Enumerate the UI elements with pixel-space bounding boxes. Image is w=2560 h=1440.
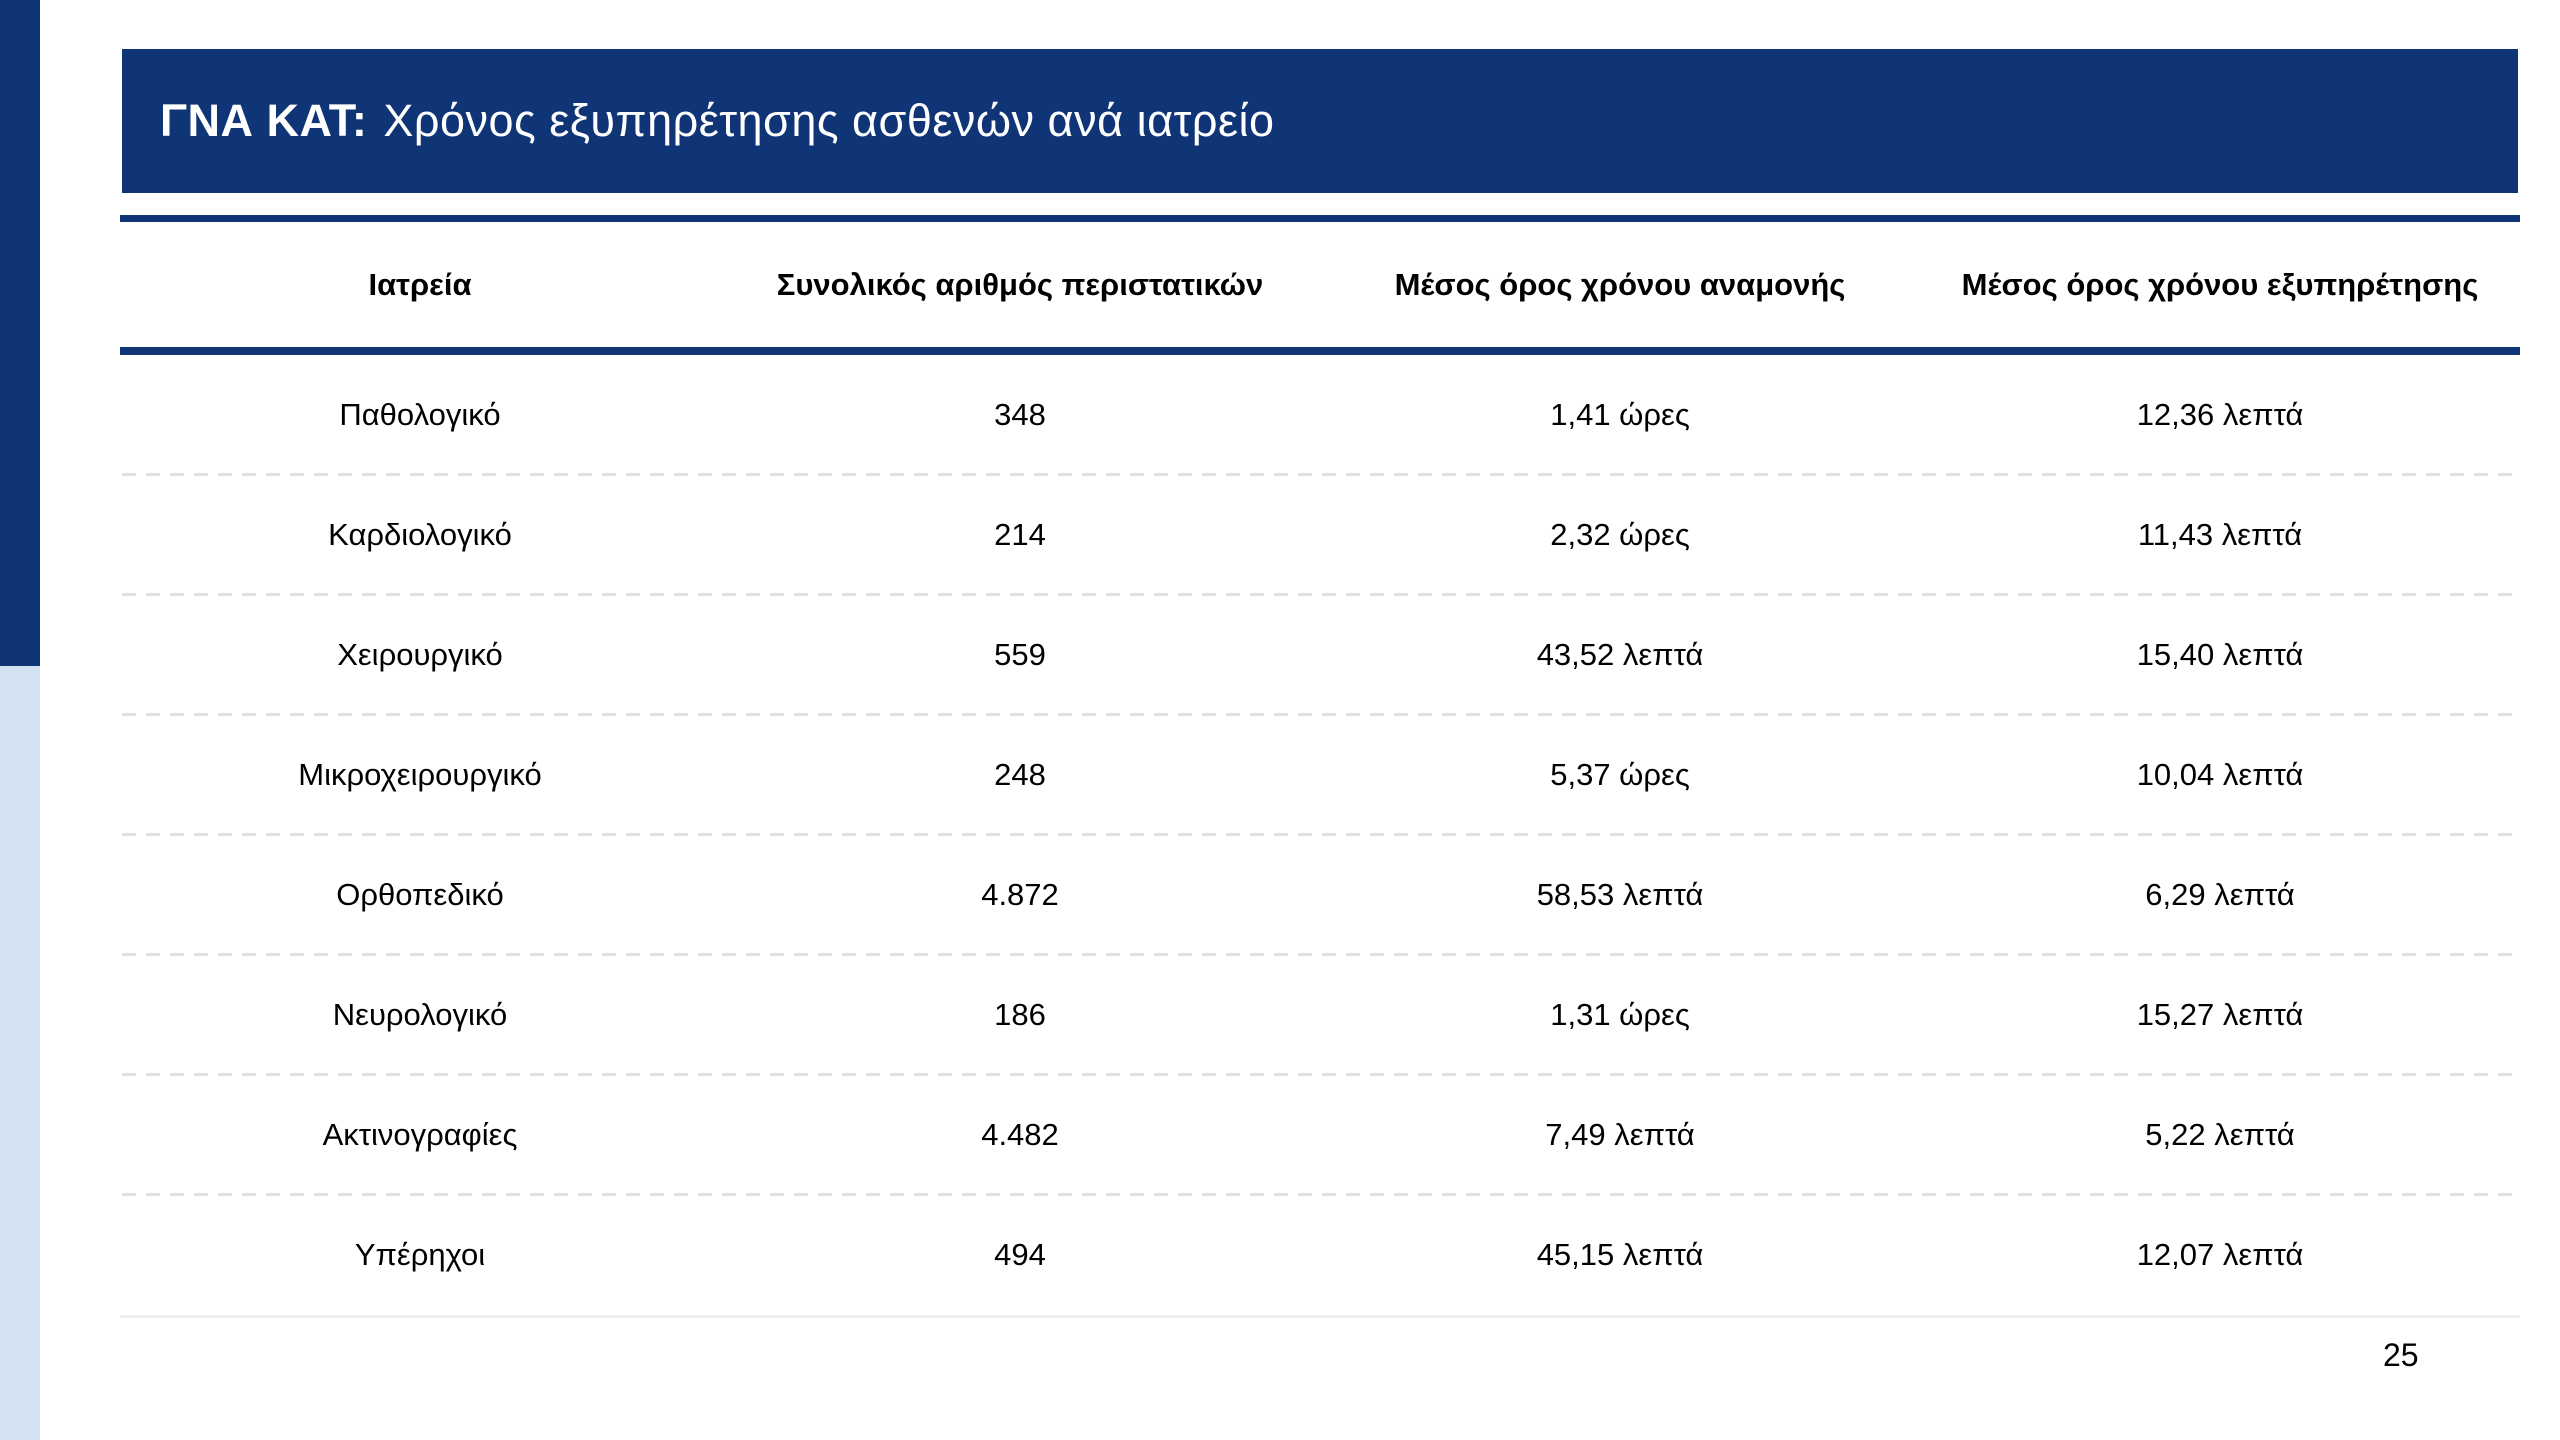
table-row: Παθολογικό 348 1,41 ώρες 12,36 λεπτά — [120, 355, 2520, 475]
table-cell: 58,53 λεπτά — [1536, 877, 1704, 912]
table-row: Υπέρηχοι 494 45,15 λεπτά 12,07 λεπτά — [120, 1193, 2520, 1315]
table-cell: 1,31 ώρες — [1550, 997, 1690, 1032]
table-cell: 10,04 λεπτά — [2136, 757, 2304, 792]
header-divider — [120, 347, 2520, 355]
table-cell: 7,49 λεπτά — [1545, 1117, 1695, 1152]
table-cell: 12,07 λεπτά — [2136, 1237, 2304, 1272]
table-cell: 2,32 ώρες — [1550, 517, 1690, 552]
table-cell: 45,15 λεπτά — [1536, 1237, 1704, 1272]
table-cell: 15,40 λεπτά — [2136, 637, 2304, 672]
table-cell: Μικροχειρουργικό — [298, 757, 542, 792]
table-cell: 12,36 λεπτά — [2136, 397, 2304, 432]
table-body: Παθολογικό 348 1,41 ώρες 12,36 λεπτά Καρδιολ… — [120, 355, 2520, 1315]
table-cell: 348 — [994, 397, 1046, 432]
service-time-table: Ιατρεία Συνολικός αριθμός περιστατικών Μ… — [120, 215, 2520, 1318]
left-accent-bar-top — [0, 0, 40, 666]
column-header-avg-service-time: Μέσος όρος χρόνου εξυπηρέτησης — [1961, 266, 2479, 302]
table-row: Ακτινογραφίες 4.482 7,49 λεπτά 5,22 λεπτά — [120, 1073, 2520, 1195]
table-cell: 6,29 λεπτά — [2145, 877, 2295, 912]
table-cell: Χειρουργικό — [337, 637, 503, 672]
table-cell: Καρδιολογικό — [328, 517, 512, 552]
table-cell: 214 — [994, 517, 1046, 552]
table-bottom-border — [120, 1315, 2520, 1318]
table-cell: 559 — [994, 637, 1046, 672]
title-underline — [120, 215, 2520, 222]
table-cell: 5,22 λεπτά — [2145, 1117, 2295, 1152]
table-cell: 4.482 — [981, 1117, 1059, 1152]
table-cell: Παθολογικό — [339, 397, 501, 432]
table-cell: 186 — [994, 997, 1046, 1032]
table-cell: 248 — [994, 757, 1046, 792]
table-cell: 43,52 λεπτά — [1536, 637, 1704, 672]
table-cell: Υπέρηχοι — [354, 1237, 486, 1272]
left-accent-bar-bottom — [0, 666, 40, 1440]
table-cell: Ορθοπεδικό — [336, 877, 504, 912]
table-cell: 1,41 ώρες — [1550, 397, 1690, 432]
page-number: 25 — [2383, 1337, 2419, 1373]
title-prefix: ΓΝΑ ΚΑΤ: — [160, 95, 368, 146]
table-cell: 11,43 λεπτά — [2137, 517, 2303, 552]
table-cell: 4.872 — [981, 877, 1059, 912]
table-cell: Νευρολογικό — [332, 997, 508, 1032]
table-row: Χειρουργικό 559 43,52 λεπτά 15,40 λεπτά — [120, 593, 2520, 715]
table-header-row: Ιατρεία Συνολικός αριθμός περιστατικών Μ… — [120, 222, 2520, 347]
title-banner: ΓΝΑ ΚΑΤ: Χρόνος εξυπηρέτησης ασθενών ανά… — [122, 49, 2518, 193]
table-cell: 5,37 ώρες — [1550, 757, 1690, 792]
title-text: Χρόνος εξυπηρέτησης ασθενών ανά ιατρείο — [383, 95, 1275, 146]
table-row: Νευρολογικό 186 1,31 ώρες 15,27 λεπτά — [120, 953, 2520, 1075]
column-header-total-cases: Συνολικός αριθμός περιστατικών — [776, 266, 1264, 302]
table-row: Ορθοπεδικό 4.872 58,53 λεπτά 6,29 λεπτά — [120, 833, 2520, 955]
column-header-avg-wait-time: Μέσος όρος χρόνου αναμονής — [1394, 266, 1846, 302]
table-cell: Ακτινογραφίες — [322, 1117, 518, 1152]
table-cell: 15,27 λεπτά — [2136, 997, 2304, 1032]
column-header-clinics: Ιατρεία — [368, 266, 472, 302]
table-row: Μικροχειρουργικό 248 5,37 ώρες 10,04 λεπτά — [120, 713, 2520, 835]
table-row: Καρδιολογικό 214 2,32 ώρες 11,43 λεπτά — [120, 473, 2520, 595]
table-cell: 494 — [994, 1237, 1046, 1272]
